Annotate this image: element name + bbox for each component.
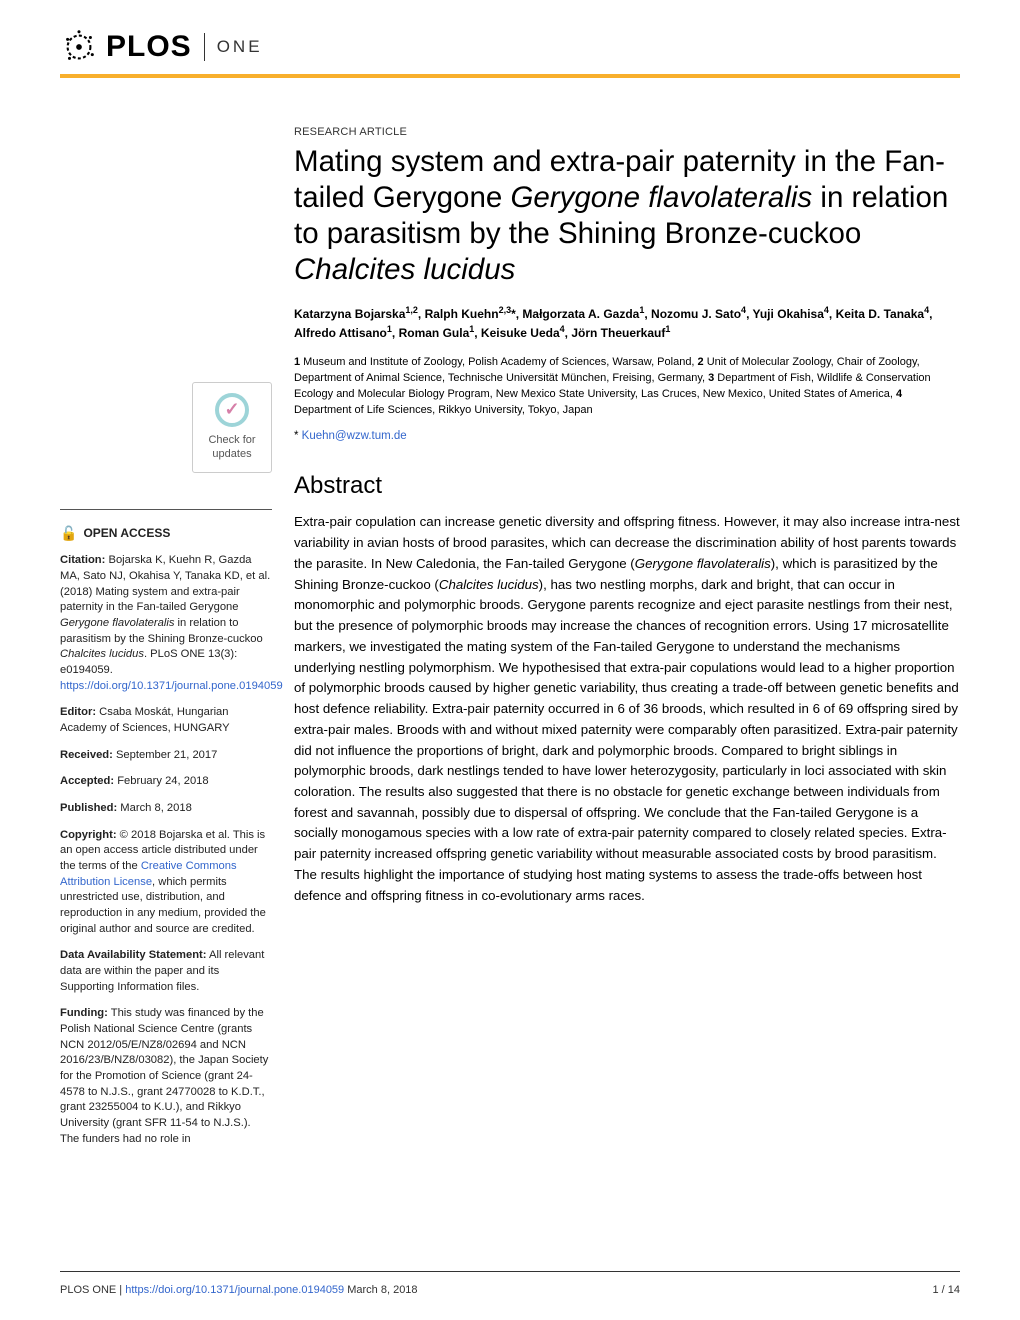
affiliations: 1 Museum and Institute of Zoology, Polis… [294,355,960,419]
article-title: Mating system and extra-pair paternity i… [294,144,960,288]
check-updates-icon [215,393,249,427]
sidebar: Check for updates 🔓 OPEN ACCESS Citation… [60,126,272,1158]
funding-block: Funding: This study was financed by the … [60,1006,272,1147]
plos-one-wordmark: ONE [217,37,263,57]
journal-header: PLOS ONE [0,0,1020,74]
plos-logo: PLOS ONE [60,28,263,66]
brand-divider [204,33,205,61]
plos-wordmark: PLOS [106,30,192,64]
abstract-heading: Abstract [294,472,960,500]
check-updates-line2: updates [201,447,263,461]
article-main: RESEARCH ARTICLE Mating system and extra… [294,126,960,1158]
footer-page-number: 1 / 14 [932,1284,960,1296]
abstract-body: Extra-pair copulation can increase genet… [294,512,960,906]
footer-left: PLOS ONE | https://doi.org/10.1371/journ… [60,1284,418,1296]
plos-icon [60,28,98,66]
accepted-block: Accepted: February 24, 2018 [60,774,272,790]
data-availability-block: Data Availability Statement: All relevan… [60,948,272,995]
corresponding-email-link[interactable]: Kuehn@wzw.tum.de [302,430,407,442]
article-type: RESEARCH ARTICLE [294,126,960,138]
received-block: Received: September 21, 2017 [60,748,272,764]
copyright-block: Copyright: © 2018 Bojarska et al. This i… [60,828,272,938]
footer-rule [60,1271,960,1272]
published-block: Published: March 8, 2018 [60,801,272,817]
editor-block: Editor: Csaba Moskát, Hungarian Academy … [60,705,272,736]
open-access-label: OPEN ACCESS [83,525,170,542]
author-list: Katarzyna Bojarska1,2, Ralph Kuehn2,3*, … [294,304,960,343]
citation-block: Citation: Bojarska K, Kuehn R, Gazda MA,… [60,553,272,694]
citation-doi-link[interactable]: https://doi.org/10.1371/journal.pone.019… [60,680,283,692]
page-footer: PLOS ONE | https://doi.org/10.1371/journ… [60,1284,960,1296]
open-access-lock-icon: 🔓 [60,524,77,544]
open-access-row: 🔓 OPEN ACCESS [60,524,272,544]
check-updates-badge[interactable]: Check for updates [192,382,272,473]
check-updates-line1: Check for [201,433,263,447]
corresponding-author: * Kuehn@wzw.tum.de [294,430,960,442]
sidebar-rule [60,509,272,510]
footer-doi-link[interactable]: https://doi.org/10.1371/journal.pone.019… [125,1284,344,1296]
